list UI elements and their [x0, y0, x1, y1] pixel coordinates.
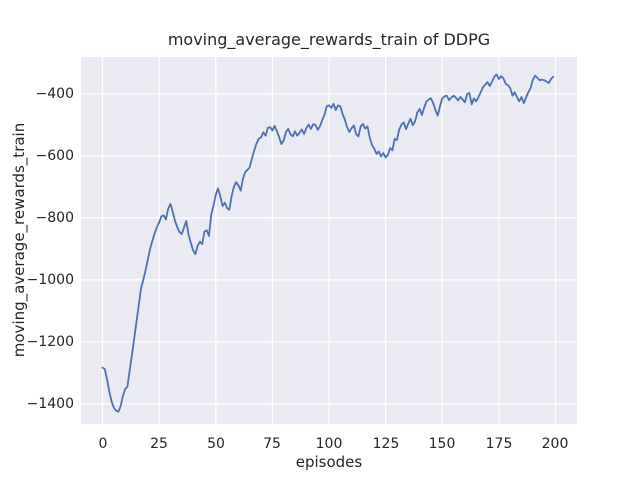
y-tick-label: −1400 [26, 396, 74, 412]
y-tick-label: −400 [35, 86, 74, 102]
y-tick-label: −800 [35, 210, 74, 226]
x-tick-label: 150 [428, 436, 456, 452]
x-tick-label: 100 [315, 436, 343, 452]
x-tick-label: 175 [485, 436, 513, 452]
chart-title: moving_average_rewards_train of DDPG [167, 30, 491, 49]
x-tick-label: 75 [263, 436, 281, 452]
x-tick-label: 0 [98, 436, 108, 452]
data-line [101, 73, 555, 413]
x-tick-label: 50 [207, 436, 225, 452]
x-tick-label: 125 [372, 436, 400, 452]
y-tick-label: −600 [35, 148, 74, 164]
x-axis-label: episodes [295, 453, 363, 471]
x-tick-label: 25 [150, 436, 168, 452]
y-tick-label: −1000 [26, 272, 74, 288]
x-tick-label: 200 [541, 436, 569, 452]
y-tick-label: −1200 [26, 334, 74, 350]
